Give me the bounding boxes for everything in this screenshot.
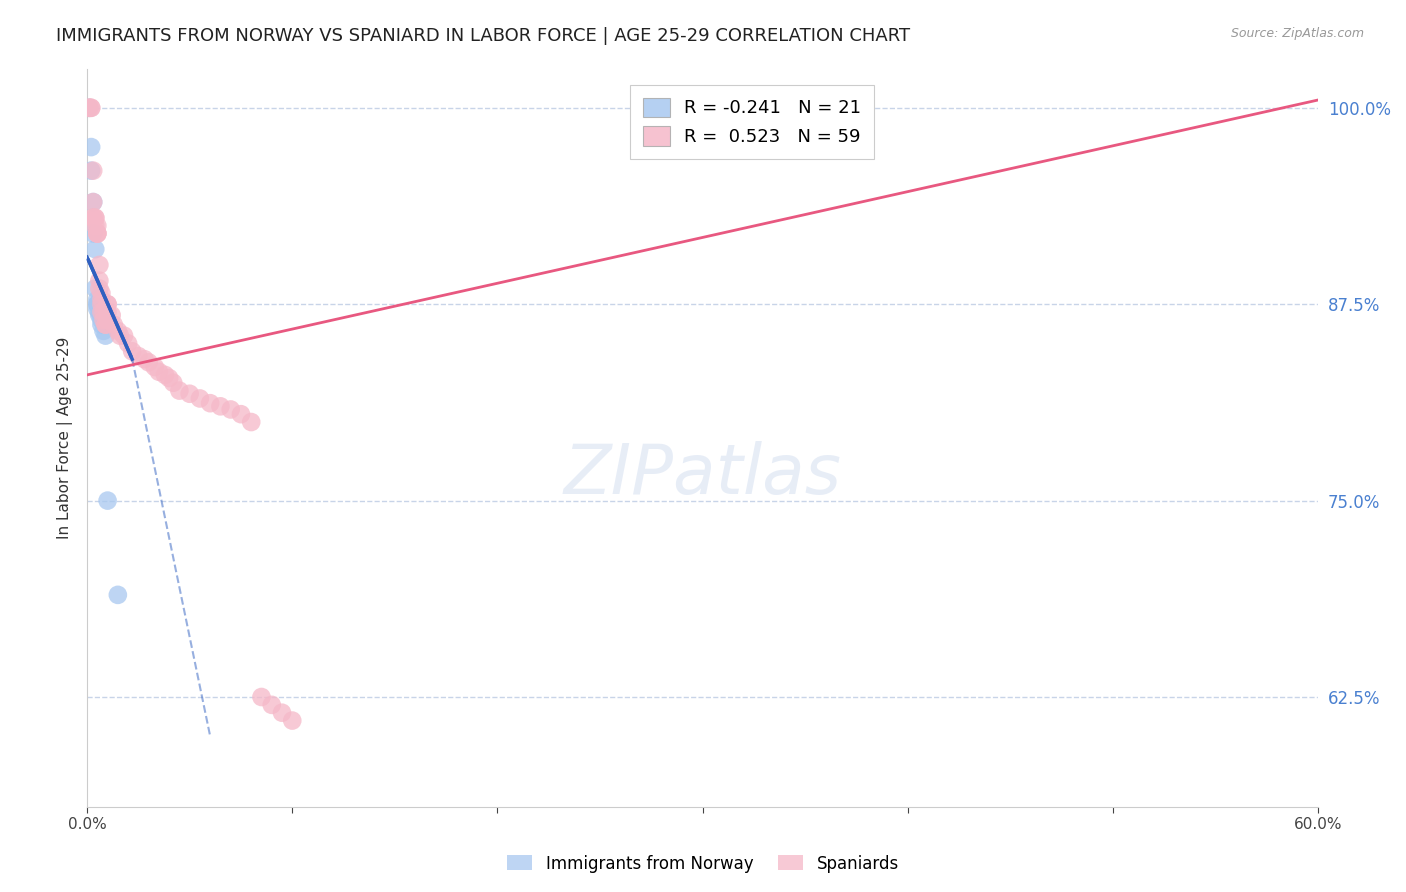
Point <box>82 227 104 241</box>
Point <box>90 318 112 332</box>
Point <box>80 101 103 115</box>
Point <box>107 588 129 602</box>
Point <box>90 305 112 319</box>
Point <box>103 318 125 332</box>
Point <box>86 219 108 233</box>
Point <box>240 415 263 429</box>
Point <box>84 211 107 225</box>
Point <box>89 281 111 295</box>
Text: ZIPatlas: ZIPatlas <box>564 442 842 508</box>
Point <box>90 297 112 311</box>
Legend: Immigrants from Norway, Spaniards: Immigrants from Norway, Spaniards <box>501 848 905 880</box>
Point <box>80 101 103 115</box>
Point <box>117 815 139 830</box>
Point <box>84 219 107 233</box>
Point <box>281 714 304 728</box>
Text: IMMIGRANTS FROM NORWAY VS SPANIARD IN LABOR FORCE | AGE 25-29 CORRELATION CHART: IMMIGRANTS FROM NORWAY VS SPANIARD IN LA… <box>56 27 910 45</box>
Point <box>260 698 283 712</box>
Point <box>157 371 180 385</box>
Point <box>108 328 131 343</box>
Point <box>89 308 111 322</box>
Point <box>80 163 103 178</box>
Point <box>94 318 117 332</box>
Point <box>90 286 112 301</box>
Point <box>188 392 211 406</box>
Point <box>97 297 120 311</box>
Point <box>84 211 107 225</box>
Point <box>86 227 108 241</box>
Point <box>134 352 156 367</box>
Point <box>1368 497 1391 511</box>
Point <box>94 318 117 332</box>
Point <box>89 274 111 288</box>
Point <box>143 359 166 374</box>
Y-axis label: In Labor Force | Age 25-29: In Labor Force | Age 25-29 <box>58 336 73 539</box>
Point <box>107 324 129 338</box>
Point <box>77 101 100 115</box>
Point <box>82 211 104 225</box>
Point <box>169 384 191 398</box>
Point <box>82 195 104 210</box>
Point <box>97 305 120 319</box>
Point <box>86 301 108 316</box>
Point <box>148 365 170 379</box>
Point <box>1348 493 1371 508</box>
Point <box>82 211 104 225</box>
Point <box>97 493 120 508</box>
Point <box>121 344 143 359</box>
Point <box>97 313 120 327</box>
Point <box>77 101 100 115</box>
Point <box>94 328 117 343</box>
Point <box>93 324 115 338</box>
Point <box>86 297 108 311</box>
Point <box>100 308 122 322</box>
Point <box>89 258 111 272</box>
Point <box>86 297 108 311</box>
Point <box>82 163 104 178</box>
Point <box>209 400 232 414</box>
Point <box>271 706 294 720</box>
Point <box>162 376 184 390</box>
Point <box>179 386 201 401</box>
Point <box>153 368 176 382</box>
Point <box>82 195 104 210</box>
Text: Source: ZipAtlas.com: Source: ZipAtlas.com <box>1230 27 1364 40</box>
Point <box>157 847 180 862</box>
Point <box>229 407 252 421</box>
Point <box>84 242 107 256</box>
Point <box>250 690 273 704</box>
Point <box>93 313 115 327</box>
Point <box>90 293 112 307</box>
Point <box>112 328 135 343</box>
Point <box>117 336 139 351</box>
Point <box>127 349 149 363</box>
Point <box>86 293 108 307</box>
Legend: R = -0.241   N = 21, R =  0.523   N = 59: R = -0.241 N = 21, R = 0.523 N = 59 <box>630 85 873 159</box>
Point <box>219 402 242 417</box>
Point <box>84 281 107 295</box>
Point <box>198 396 221 410</box>
Point <box>89 305 111 319</box>
Point <box>90 313 112 327</box>
Point <box>86 227 108 241</box>
Point <box>80 140 103 154</box>
Point <box>138 355 160 369</box>
Point <box>77 101 100 115</box>
Point <box>97 297 120 311</box>
Point <box>86 227 108 241</box>
Point <box>93 305 115 319</box>
